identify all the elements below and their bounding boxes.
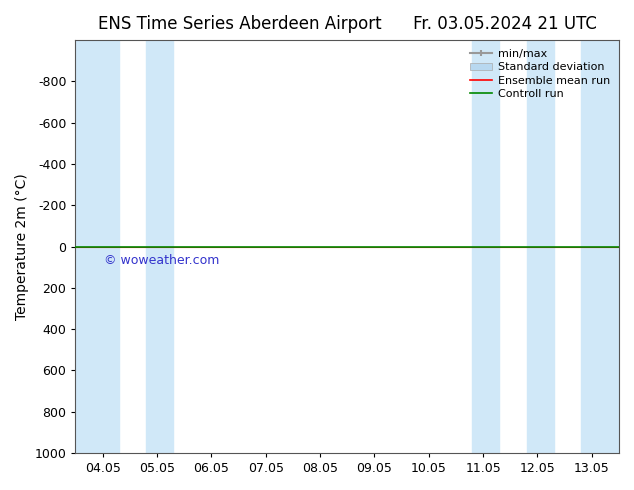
Bar bbox=[527, 40, 553, 453]
Text: © woweather.com: © woweather.com bbox=[104, 254, 219, 267]
Bar bbox=[75, 40, 119, 453]
Bar bbox=[472, 40, 500, 453]
Bar bbox=[146, 40, 173, 453]
Bar bbox=[581, 40, 619, 453]
Title: ENS Time Series Aberdeen Airport      Fr. 03.05.2024 21 UTC: ENS Time Series Aberdeen Airport Fr. 03.… bbox=[98, 15, 597, 33]
Legend: min/max, Standard deviation, Ensemble mean run, Controll run: min/max, Standard deviation, Ensemble me… bbox=[467, 46, 614, 102]
Y-axis label: Temperature 2m (°C): Temperature 2m (°C) bbox=[15, 173, 29, 320]
